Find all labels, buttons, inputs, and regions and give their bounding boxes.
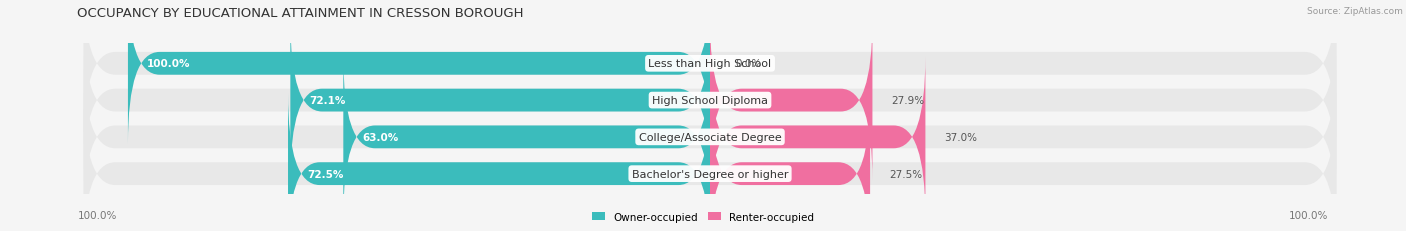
Text: 72.1%: 72.1% (309, 96, 346, 106)
FancyBboxPatch shape (291, 21, 710, 181)
Text: Source: ZipAtlas.com: Source: ZipAtlas.com (1308, 7, 1403, 16)
FancyBboxPatch shape (84, 0, 1336, 144)
Text: OCCUPANCY BY EDUCATIONAL ATTAINMENT IN CRESSON BOROUGH: OCCUPANCY BY EDUCATIONAL ATTAINMENT IN C… (77, 7, 524, 20)
FancyBboxPatch shape (84, 57, 1336, 217)
Text: College/Associate Degree: College/Associate Degree (638, 132, 782, 142)
Text: 27.9%: 27.9% (891, 96, 925, 106)
Text: 37.0%: 37.0% (945, 132, 977, 142)
FancyBboxPatch shape (84, 94, 1336, 231)
Text: 100.0%: 100.0% (1289, 210, 1329, 220)
FancyBboxPatch shape (128, 0, 710, 144)
Legend: Owner-occupied, Renter-occupied: Owner-occupied, Renter-occupied (588, 208, 818, 226)
Text: 63.0%: 63.0% (363, 132, 398, 142)
FancyBboxPatch shape (710, 94, 870, 231)
Text: Less than High School: Less than High School (648, 59, 772, 69)
FancyBboxPatch shape (710, 21, 873, 181)
Text: 0.0%: 0.0% (735, 59, 762, 69)
FancyBboxPatch shape (84, 21, 1336, 181)
FancyBboxPatch shape (288, 94, 710, 231)
Text: High School Diploma: High School Diploma (652, 96, 768, 106)
Text: 100.0%: 100.0% (148, 59, 190, 69)
Text: 27.5%: 27.5% (889, 169, 922, 179)
Text: Bachelor's Degree or higher: Bachelor's Degree or higher (631, 169, 789, 179)
FancyBboxPatch shape (710, 57, 925, 217)
Text: 100.0%: 100.0% (77, 210, 117, 220)
FancyBboxPatch shape (343, 57, 710, 217)
Text: 72.5%: 72.5% (307, 169, 343, 179)
